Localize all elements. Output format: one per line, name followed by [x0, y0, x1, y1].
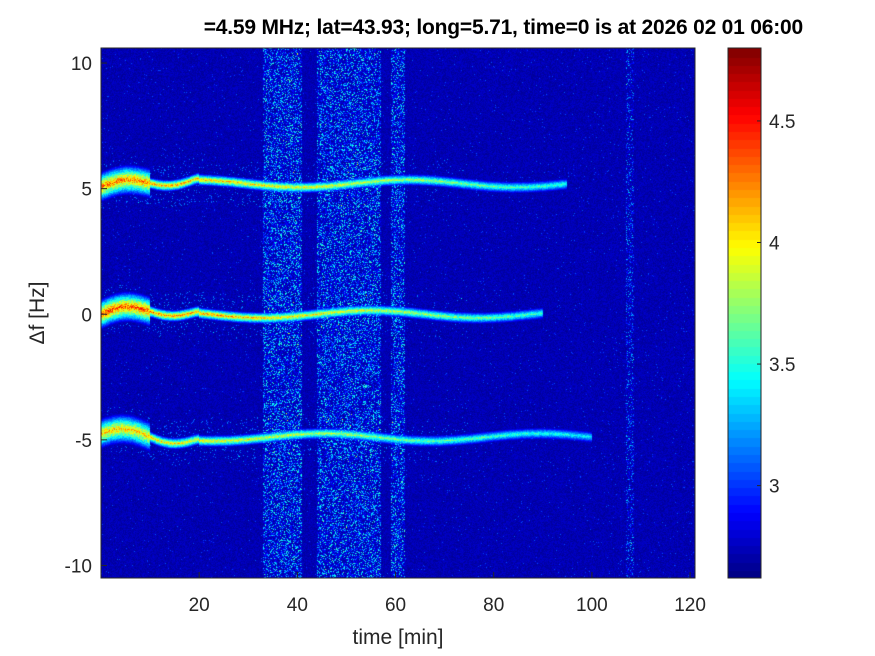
x-tick-label: 40 [287, 595, 308, 616]
x-tick-label: 120 [674, 595, 706, 616]
spectrogram-image [101, 48, 695, 578]
x-tick-label: 80 [483, 595, 504, 616]
y-tick-label: -5 [75, 431, 92, 452]
plot-frame [100, 47, 696, 579]
colorbar-tick-label: 4 [769, 233, 780, 254]
colorbar [728, 48, 761, 578]
colorbar-frame [727, 47, 762, 579]
colorbar-tick-label: 3.5 [769, 355, 795, 376]
y-tick-label: -10 [65, 556, 92, 577]
y-tick-label: 10 [71, 54, 92, 75]
colorbar-tick-label: 4.5 [769, 112, 795, 133]
colorbar-tick-label: 3 [769, 477, 780, 498]
y-tick-label: 0 [81, 305, 92, 326]
x-tick-label: 20 [189, 595, 210, 616]
y-axis-label: Δf [Hz] [26, 281, 49, 344]
x-axis-label: time [min] [352, 626, 443, 649]
x-tick-label: 100 [576, 595, 608, 616]
x-tick-label: 60 [385, 595, 406, 616]
y-tick-label: 5 [81, 180, 92, 201]
